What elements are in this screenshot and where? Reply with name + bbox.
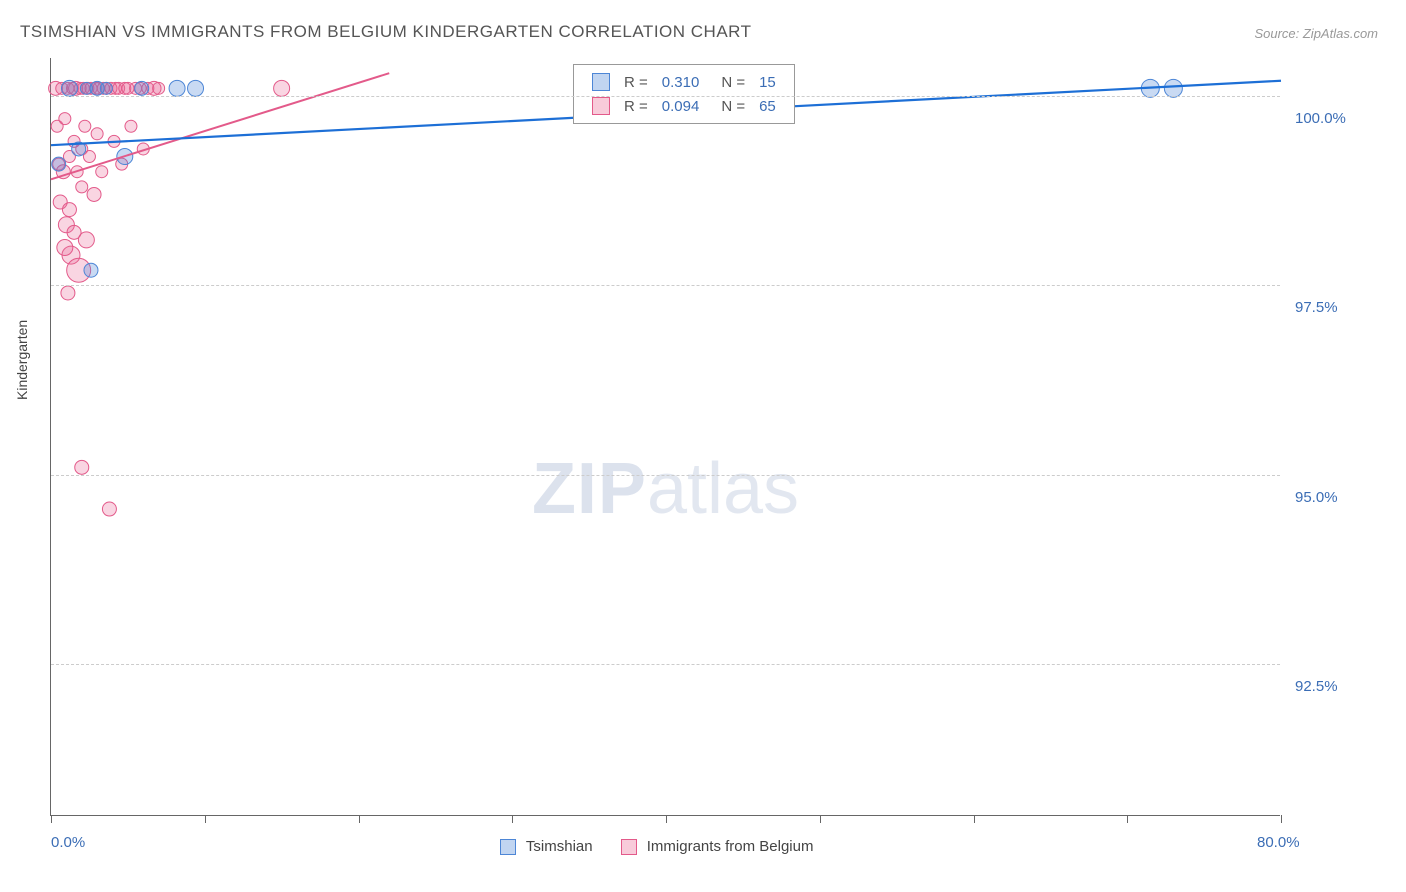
legend-r-label: R =	[618, 71, 654, 93]
data-point	[62, 203, 76, 217]
legend-label: Tsimshian	[526, 838, 593, 855]
legend-n-value: 15	[753, 71, 782, 93]
data-point	[274, 80, 290, 96]
legend-label: Immigrants from Belgium	[647, 838, 814, 855]
legend-item: Immigrants from Belgium	[621, 838, 814, 855]
x-tick	[359, 815, 360, 823]
y-tick-label: 100.0%	[1295, 110, 1346, 127]
x-tick	[205, 815, 206, 823]
legend-stats-table: R =0.310N =15R =0.094N =65	[584, 69, 784, 119]
data-point	[188, 80, 204, 96]
data-point	[91, 128, 103, 140]
data-point	[57, 240, 73, 256]
data-point	[87, 187, 101, 201]
data-point	[61, 80, 77, 96]
data-point	[125, 120, 137, 132]
data-point	[135, 81, 149, 95]
gridline-h	[51, 664, 1280, 665]
legend-n-label: N =	[707, 71, 751, 93]
y-tick-label: 97.5%	[1295, 299, 1338, 316]
legend-bottom: Tsimshian Immigrants from Belgium	[500, 838, 841, 855]
data-point	[59, 113, 71, 125]
legend-swatch	[621, 839, 637, 855]
legend-swatch	[500, 839, 516, 855]
data-point	[84, 263, 98, 277]
legend-stats-row: R =0.310N =15	[586, 71, 782, 93]
source-attribution: Source: ZipAtlas.com	[1254, 26, 1378, 41]
gridline-h	[51, 285, 1280, 286]
legend-n-value: 65	[753, 95, 782, 117]
legend-item: Tsimshian	[500, 838, 593, 855]
plot-area: ZIPatlas R =0.310N =15R =0.094N =65 92.5…	[50, 58, 1280, 816]
chart-title: TSIMSHIAN VS IMMIGRANTS FROM BELGIUM KIN…	[20, 22, 752, 42]
gridline-h	[51, 96, 1280, 97]
legend-swatch	[592, 97, 610, 115]
data-point	[1164, 79, 1182, 97]
y-tick-label: 92.5%	[1295, 678, 1338, 695]
chart-svg	[51, 58, 1280, 815]
x-tick	[51, 815, 52, 823]
x-tick	[512, 815, 513, 823]
data-point	[96, 166, 108, 178]
data-point	[169, 80, 185, 96]
x-tick	[1127, 815, 1128, 823]
legend-n-label: N =	[707, 95, 751, 117]
legend-stats: R =0.310N =15R =0.094N =65	[573, 64, 795, 124]
data-point	[102, 502, 116, 516]
x-tick	[666, 815, 667, 823]
legend-r-label: R =	[618, 95, 654, 117]
x-tick	[974, 815, 975, 823]
x-tick-label: 80.0%	[1257, 834, 1300, 851]
legend-stats-row: R =0.094N =65	[586, 95, 782, 117]
data-point	[153, 82, 165, 94]
data-point	[52, 157, 66, 171]
data-point	[78, 232, 94, 248]
x-tick	[820, 815, 821, 823]
y-axis-label: Kindergarten	[14, 320, 30, 400]
legend-r-value: 0.094	[656, 95, 706, 117]
y-tick-label: 95.0%	[1295, 489, 1338, 506]
legend-swatch	[592, 73, 610, 91]
gridline-h	[51, 475, 1280, 476]
x-tick	[1281, 815, 1282, 823]
data-point	[76, 181, 88, 193]
data-point	[79, 120, 91, 132]
data-point	[61, 286, 75, 300]
data-point	[75, 460, 89, 474]
x-tick-label: 0.0%	[51, 834, 85, 851]
legend-r-value: 0.310	[656, 71, 706, 93]
data-point	[100, 82, 112, 94]
